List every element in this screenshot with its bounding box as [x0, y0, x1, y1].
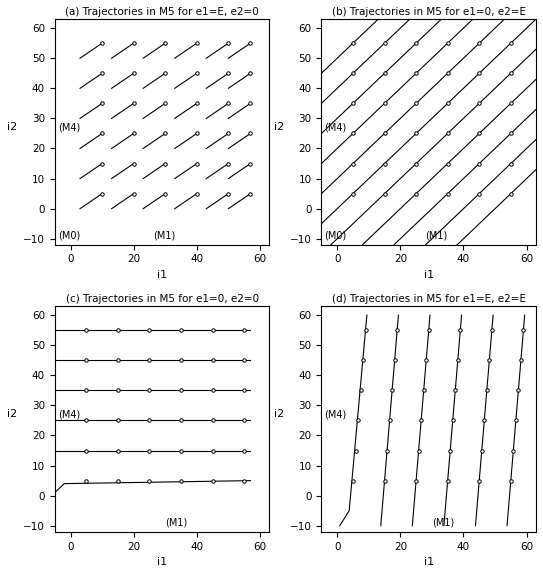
Title: (c) Trajectories in M5 for e1=0, e2=0: (c) Trajectories in M5 for e1=0, e2=0 — [66, 294, 258, 304]
Text: (M1): (M1) — [153, 230, 175, 241]
X-axis label: i1: i1 — [157, 270, 167, 280]
Y-axis label: i2: i2 — [7, 409, 17, 419]
Text: (M0): (M0) — [325, 230, 347, 241]
Title: (a) Trajectories in M5 for e1=E, e2=0: (a) Trajectories in M5 for e1=E, e2=0 — [65, 7, 259, 17]
X-axis label: i1: i1 — [424, 270, 434, 280]
Text: (M4): (M4) — [325, 122, 347, 133]
Y-axis label: i2: i2 — [7, 122, 17, 132]
Text: (M1): (M1) — [426, 230, 448, 241]
Y-axis label: i2: i2 — [274, 409, 284, 419]
X-axis label: i1: i1 — [157, 557, 167, 567]
Text: (M0): (M0) — [58, 230, 80, 241]
Text: (M4): (M4) — [58, 122, 80, 133]
Y-axis label: i2: i2 — [274, 122, 284, 132]
X-axis label: i1: i1 — [424, 557, 434, 567]
Text: (M1): (M1) — [165, 517, 187, 528]
Title: (d) Trajectories in M5 for e1=E, e2=E: (d) Trajectories in M5 for e1=E, e2=E — [332, 294, 526, 304]
Title: (b) Trajectories in M5 for e1=0, e2=E: (b) Trajectories in M5 for e1=0, e2=E — [332, 7, 526, 17]
Text: (M1): (M1) — [432, 517, 454, 528]
Text: (M4): (M4) — [58, 409, 80, 420]
Text: (M4): (M4) — [325, 409, 347, 420]
